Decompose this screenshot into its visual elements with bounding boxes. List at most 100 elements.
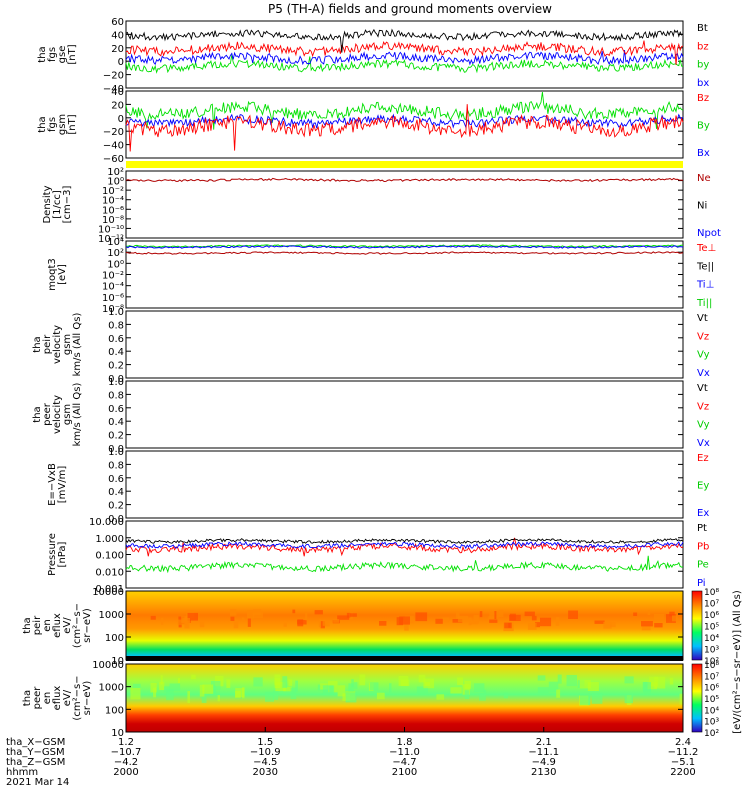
y-tick-label: 1.0 (108, 307, 124, 318)
legend-entry: Npot (697, 228, 721, 239)
date-label: 2021 Mar 14 (6, 777, 69, 788)
spectrogram-cell (288, 679, 293, 686)
colorbar-tick-label: 10⁴ (704, 634, 719, 644)
series-bz (125, 40, 684, 65)
y-axis-label: [eV] (57, 264, 68, 285)
spectrogram-cell (458, 615, 469, 623)
y-tick-label: −20 (103, 127, 124, 138)
y-axis-label: eflux (52, 613, 63, 638)
y-tick-label: 0.8 (108, 320, 124, 331)
y-tick-label: 1000 (99, 683, 124, 694)
series-Pt (125, 538, 684, 544)
spectrogram-cell (283, 622, 287, 627)
spectrogram-cell (164, 686, 170, 693)
spectrogram-cell (376, 692, 385, 700)
colorbar-tick-label: 10⁷ (704, 600, 719, 610)
panel-peer-eflux: 10000 1000 100 10 tha peer en eflux eV/(cm²−s− sr… (22, 660, 684, 739)
spectrogram-cell (290, 687, 297, 700)
colorbar-electron (691, 663, 703, 733)
colorbar-tick-label: 10² (704, 729, 719, 739)
panel-peir-eflux: 10000 1000 100 10 tha peir en eflux eV/(cm²−s− sr… (22, 587, 684, 667)
spectrogram-cell (603, 621, 612, 629)
y-tick-label: 10⁻⁶ (102, 293, 124, 304)
spectrogram-cell (647, 681, 657, 690)
legend-entry: by (697, 60, 709, 71)
spectrogram-cell (359, 674, 366, 686)
colorbar-label: [eV/(cm²−s−sr−eV)] (All Qs) (732, 590, 743, 734)
y-tick-label: 0.4 (108, 487, 124, 498)
legend-entry: Ti⊥ (696, 280, 714, 291)
legend-entry: Ti|| (696, 298, 712, 309)
y-tick-label: 0.0 (108, 444, 124, 455)
x-row-label: tha_X−GSM (6, 737, 65, 748)
spectrogram-cell (666, 614, 676, 623)
spectrogram-cell (275, 682, 286, 692)
spectrogram-cell (452, 619, 463, 623)
x-tick-label: −11.2 (668, 747, 699, 758)
spectrogram-cell (457, 677, 463, 685)
series-Teperp (125, 251, 684, 255)
spectrogram-cell (416, 686, 428, 694)
spectrogram-cell (351, 679, 354, 688)
x-tick-label: 1.2 (118, 737, 134, 748)
x-row-label: tha_Z−GSM (6, 757, 65, 768)
colorbar-tick-label: 10³ (704, 646, 719, 656)
spectrogram-cell (531, 615, 537, 621)
panel-frame (125, 450, 684, 519)
series-bt (125, 28, 684, 53)
spectrogram-cell (230, 609, 237, 616)
legend-entry: By (697, 121, 710, 132)
y-tick-label: 10⁻¹⁰ (98, 224, 124, 235)
legend-entry: Vy (697, 420, 710, 431)
y-tick-label: 0.2 (108, 501, 124, 512)
y-axis-label: peer (32, 686, 43, 710)
x-tick-label: −11.0 (389, 747, 420, 758)
spectrogram-cell (555, 617, 560, 626)
y-tick-label: 0.0 (108, 514, 124, 525)
spectrogram-cell (187, 691, 190, 704)
legend-entry: Pb (697, 541, 709, 552)
y-axis-label: eV/ (62, 617, 73, 634)
y-axis-label: (cm²−s− (72, 603, 83, 648)
spectrogram-cell (283, 686, 292, 692)
spectrogram-cell (649, 676, 659, 687)
panel-frame (125, 90, 684, 159)
spectrogram-cell (455, 611, 460, 619)
legend-entry: bx (697, 78, 709, 89)
spectrogram-cell (624, 695, 633, 704)
y-axis-label: velocity (52, 395, 63, 434)
y-axis-label: moqt3 (47, 258, 58, 291)
y-tick-label: −40 (103, 84, 124, 95)
spectrogram-cell (494, 611, 497, 620)
chart-title: P5 (TH-A) fields and ground moments over… (268, 2, 552, 16)
legend-entry: Bt (697, 23, 708, 34)
spectrogram-cell (537, 687, 549, 694)
colorbar-tick-label: 10⁸ (704, 588, 719, 598)
spectrogram-cell (322, 685, 334, 695)
spectrogram-cell (295, 680, 298, 692)
y-tick-label: 10⁴ (107, 237, 124, 248)
y-tick-label: 0.8 (108, 460, 124, 471)
y-tick-label: 10⁻² (102, 186, 124, 197)
spectrogram-cell (153, 687, 157, 698)
y-tick-label: 0.4 (108, 417, 124, 428)
x-tick-label: 1.5 (257, 737, 273, 748)
y-tick-label: 20 (111, 44, 124, 55)
spectrogram-cell (235, 691, 241, 698)
spectrogram-cell (199, 684, 205, 697)
y-axis-label: fgs (47, 47, 58, 62)
series-Tiperp (125, 245, 684, 249)
spectrogram-cell (488, 616, 498, 622)
spectrogram-cell (647, 610, 651, 615)
spectrogram-cell (252, 611, 263, 618)
spectrogram-cell (540, 617, 552, 627)
x-tick-label: −4.7 (392, 757, 416, 768)
y-axis-label: tha (22, 690, 33, 706)
spectrogram-cell (624, 676, 634, 684)
spectrogram-cell (474, 683, 485, 692)
spectrogram-cell (535, 622, 540, 628)
y-tick-label: 100 (105, 705, 124, 716)
spectrogram-cell (166, 689, 174, 701)
y-tick-label: −20 (103, 71, 124, 82)
